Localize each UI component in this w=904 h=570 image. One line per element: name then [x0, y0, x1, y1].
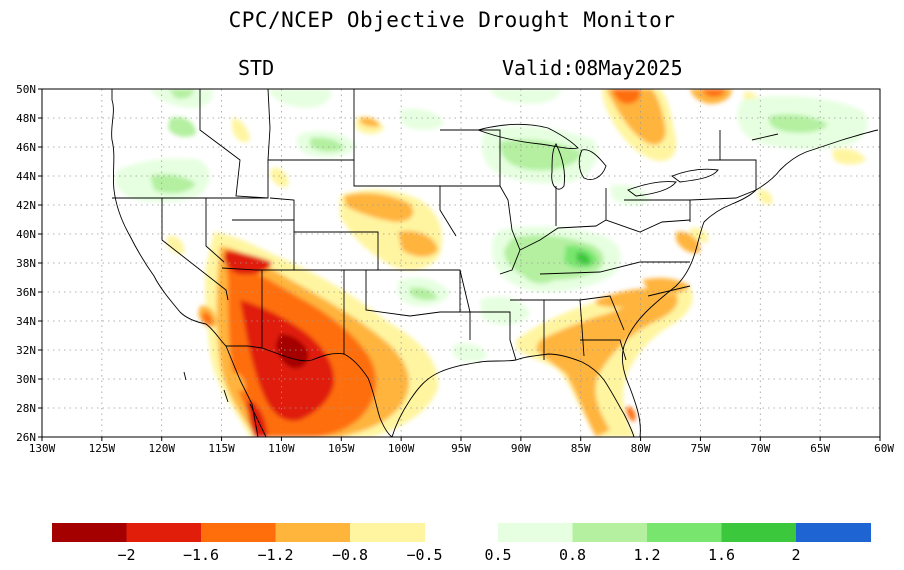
state-boundaries [111, 89, 880, 437]
colorbar-swatch-wet [721, 523, 797, 542]
lon-tick-label: 105W [328, 442, 355, 455]
conus-outline [111, 89, 879, 437]
colorbar-label: 2 [791, 546, 800, 564]
lat-tick-label: 28N [16, 402, 36, 415]
lon-tick-label: 90W [511, 442, 531, 455]
anomaly-shading [115, 89, 868, 437]
lon-tick-label: 120W [148, 442, 175, 455]
map-title: CPC/NCEP Objective Drought Monitor [228, 8, 676, 32]
valid-date-label: Valid:08May2025 [502, 56, 683, 80]
index-label: STD [238, 56, 275, 80]
colorbar-swatch-wet [796, 523, 871, 542]
lat-tick-label: 44N [16, 170, 36, 183]
colorbar-swatch-dry [52, 523, 127, 542]
lat-tick-label: 26N [16, 431, 36, 444]
latitude-labels: 50N 48N 46N 44N 42N 40N 38N 36N 34N 32N 30N 28N 26N [16, 83, 42, 444]
lat-tick-label: 34N [16, 315, 36, 328]
colorbar-swatch-dry [350, 523, 425, 542]
lon-tick-label: 110W [268, 442, 295, 455]
colorbar-label: −0.5 [406, 546, 442, 564]
lat-tick-label: 32N [16, 344, 36, 357]
colorbar-label: 1.2 [633, 546, 660, 564]
colorbar-label: −0.8 [332, 546, 368, 564]
colorbar-swatch-dry [201, 523, 276, 542]
dry-region-exceptional [276, 334, 309, 369]
lat-tick-label: 48N [16, 112, 36, 125]
lon-tick-label: 70W [750, 442, 770, 455]
lon-tick-label: 100W [388, 442, 415, 455]
lon-tick-label: 115W [208, 442, 235, 455]
lon-tick-label: 85W [571, 442, 591, 455]
colorbar: −2 −1.6 −1.2 −0.8 −0.5 0.5 0.8 1.2 1.6 2 [52, 523, 871, 564]
lat-lon-grid [42, 89, 880, 437]
lat-tick-label: 42N [16, 199, 36, 212]
lon-tick-label: 95W [451, 442, 471, 455]
colorbar-label: −2 [117, 546, 135, 564]
colorbar-label: −1.6 [183, 546, 219, 564]
lat-tick-label: 36N [16, 286, 36, 299]
lon-tick-label: 80W [631, 442, 651, 455]
longitude-labels: 130W 125W 120W 115W 110W 105W 100W 95W 90W 85W 80W… [29, 437, 894, 455]
lat-tick-label: 30N [16, 373, 36, 386]
colorbar-label: −1.2 [257, 546, 293, 564]
lat-tick-label: 46N [16, 141, 36, 154]
lon-tick-label: 60W [874, 442, 894, 455]
colorbar-swatch-dry [275, 523, 351, 542]
lon-tick-label: 130W [29, 442, 56, 455]
lon-tick-label: 65W [810, 442, 830, 455]
colorbar-label: 0.8 [559, 546, 586, 564]
lat-tick-label: 50N [16, 83, 36, 96]
lon-tick-label: 75W [690, 442, 710, 455]
colorbar-label: 1.6 [708, 546, 735, 564]
colorbar-swatch-wet [647, 523, 722, 542]
colorbar-swatch-wet [572, 523, 648, 542]
colorbar-label: 0.5 [484, 546, 511, 564]
lat-tick-label: 40N [16, 228, 36, 241]
colorbar-swatch-wet [498, 523, 573, 542]
lon-tick-label: 125W [89, 442, 116, 455]
colorbar-swatch-dry [126, 523, 202, 542]
lat-tick-label: 38N [16, 257, 36, 270]
